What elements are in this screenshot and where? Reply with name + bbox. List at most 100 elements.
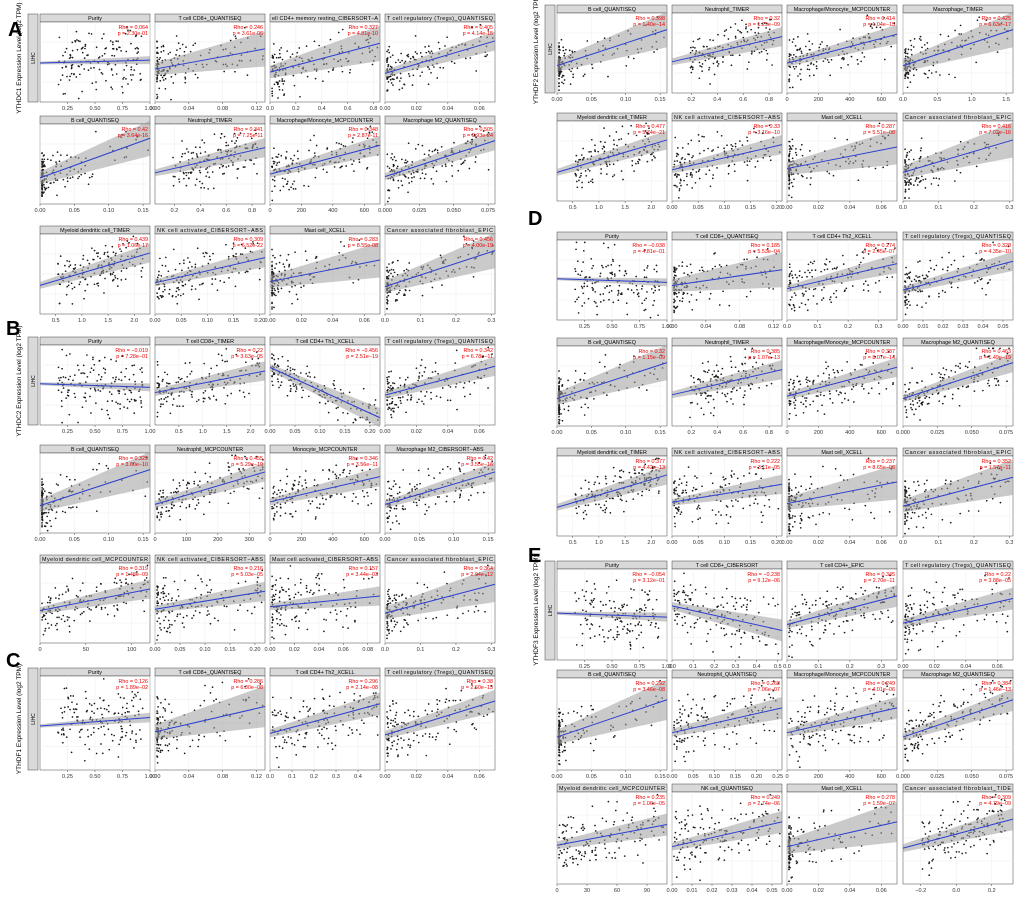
data-point xyxy=(157,493,160,495)
data-point xyxy=(110,68,113,70)
data-point xyxy=(291,742,293,745)
data-point xyxy=(68,413,71,416)
data-point xyxy=(236,177,239,179)
p-prefix: p = xyxy=(463,243,472,249)
data-point xyxy=(387,189,389,192)
data-point xyxy=(400,737,402,739)
data-point xyxy=(402,626,405,629)
data-point xyxy=(428,474,430,477)
data-point xyxy=(285,590,287,593)
data-point xyxy=(156,40,158,43)
data-point xyxy=(256,581,259,583)
data-point xyxy=(64,511,67,514)
data-point xyxy=(115,73,118,75)
p-label: p = 6.30e−08 xyxy=(231,685,263,691)
data-point xyxy=(139,698,142,701)
data-point xyxy=(128,242,130,244)
data-point xyxy=(41,165,44,168)
data-point xyxy=(49,519,51,522)
data-point xyxy=(290,513,292,515)
data-point xyxy=(459,699,462,702)
data-point xyxy=(273,306,275,309)
data-point xyxy=(194,73,197,76)
data-point xyxy=(388,269,391,272)
data-point xyxy=(446,614,449,617)
data-point xyxy=(156,515,159,517)
x-tick-label: 0.00 xyxy=(380,774,391,780)
x-tick-label: 0.06 xyxy=(474,106,485,112)
data-point xyxy=(54,517,57,520)
data-point xyxy=(76,39,78,41)
data-point xyxy=(86,354,88,356)
data-point xyxy=(349,68,352,71)
data-point xyxy=(164,77,167,80)
data-point xyxy=(117,40,119,43)
data-point xyxy=(41,187,43,190)
data-point xyxy=(41,193,43,196)
data-point xyxy=(94,389,97,392)
p-prefix: p = xyxy=(463,133,472,139)
data-point xyxy=(167,382,170,385)
data-point xyxy=(416,487,418,490)
data-point xyxy=(156,386,159,389)
data-point xyxy=(376,715,378,718)
data-point xyxy=(418,398,420,401)
data-point xyxy=(100,71,103,74)
data-point xyxy=(273,292,275,294)
data-point xyxy=(271,157,274,159)
data-point xyxy=(276,511,278,513)
data-point xyxy=(284,512,287,515)
data-point xyxy=(55,511,58,513)
data-point xyxy=(50,182,52,184)
data-point xyxy=(419,177,422,180)
p-label: p = 7.28e−01 xyxy=(116,354,148,360)
data-point xyxy=(68,478,71,481)
data-point xyxy=(327,737,330,740)
data-point xyxy=(194,42,197,45)
x-tick-label: 0.3 xyxy=(332,774,340,780)
x-tick-label: 0.4 xyxy=(354,774,362,780)
data-point xyxy=(291,285,293,288)
data-point xyxy=(60,405,63,408)
data-point xyxy=(104,368,107,371)
data-point xyxy=(172,479,175,481)
data-point xyxy=(225,243,227,246)
data-point xyxy=(106,613,109,616)
x-tick-label: 0.2 xyxy=(171,208,179,214)
data-point xyxy=(406,54,408,57)
data-point xyxy=(158,519,161,521)
data-point xyxy=(119,403,121,405)
data-point xyxy=(207,610,209,612)
data-point xyxy=(77,421,79,424)
data-point xyxy=(393,480,396,482)
data-point xyxy=(140,400,142,402)
data-point xyxy=(135,695,137,697)
data-point xyxy=(77,97,80,100)
data-point xyxy=(107,413,109,416)
data-point xyxy=(332,471,334,473)
data-point xyxy=(407,73,410,75)
data-point xyxy=(479,23,482,26)
data-point xyxy=(280,287,283,290)
data-point xyxy=(126,702,128,705)
data-point xyxy=(61,741,64,744)
data-point xyxy=(386,634,388,637)
x-tick-label: 0.00 xyxy=(150,106,161,112)
data-point xyxy=(158,297,160,300)
data-point xyxy=(342,723,344,726)
data-point xyxy=(132,696,135,699)
data-point xyxy=(271,613,274,616)
data-point xyxy=(258,278,261,281)
data-point xyxy=(136,46,138,49)
rho-prefix: Rho = xyxy=(121,127,137,133)
data-point xyxy=(182,405,184,408)
data-point xyxy=(224,402,227,405)
data-point xyxy=(367,504,370,506)
data-point xyxy=(194,184,197,186)
data-point xyxy=(41,183,43,186)
data-point xyxy=(114,274,116,277)
rho-label: Rho = 0.405 xyxy=(463,25,493,31)
data-point xyxy=(156,761,159,764)
data-point xyxy=(276,156,279,159)
